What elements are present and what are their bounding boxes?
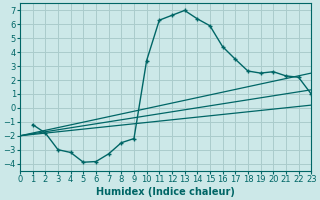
X-axis label: Humidex (Indice chaleur): Humidex (Indice chaleur)	[96, 187, 235, 197]
